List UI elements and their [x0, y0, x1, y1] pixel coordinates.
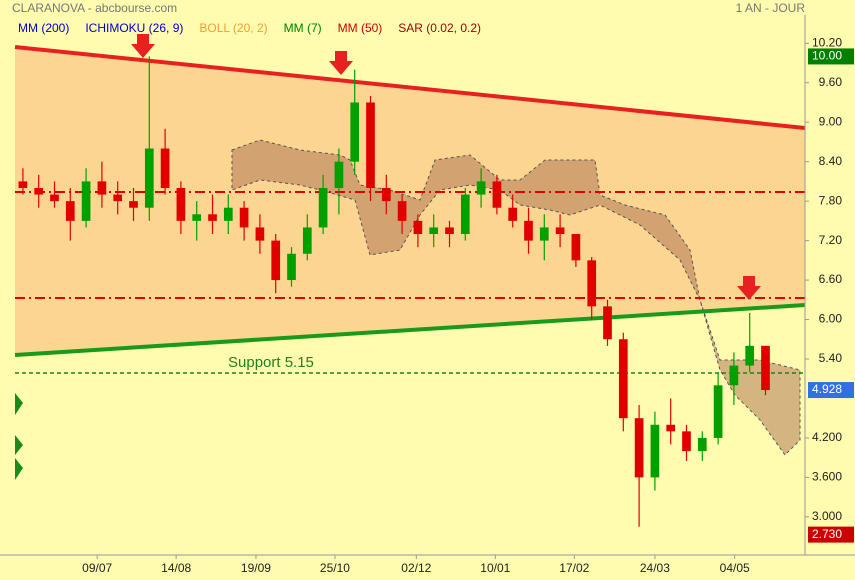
timeframe: 1 AN - JOUR [736, 1, 806, 15]
candle-body [208, 214, 217, 221]
x-tick-label: 10/01 [480, 561, 510, 575]
y-tick-label: 6.00 [819, 312, 843, 326]
candle-body [239, 207, 249, 228]
y-tick-label: 4.200 [812, 430, 842, 444]
y-tick-label: 9.00 [819, 114, 843, 128]
y-tick-label: 7.80 [819, 193, 843, 207]
candle-body [34, 187, 44, 195]
candle-body [381, 187, 391, 202]
x-tick-label: 14/08 [161, 561, 191, 575]
candle-body [413, 220, 423, 235]
x-tick-label: 24/03 [640, 561, 670, 575]
price-tag [808, 526, 854, 543]
candle-body [50, 194, 59, 202]
trend-line [14, 45, 806, 130]
y-tick-label: 7.20 [819, 233, 843, 247]
candle-body [65, 201, 75, 221]
candle-body [255, 227, 265, 241]
candle-body [192, 214, 202, 221]
candle-body [587, 260, 597, 307]
candle-body [318, 187, 328, 228]
price-tag-label: 4.928 [812, 382, 842, 396]
arrow [737, 276, 761, 300]
arrow [15, 435, 23, 455]
y-tick-label: 5.40 [819, 351, 843, 365]
candle-body [761, 345, 770, 391]
candle-body [350, 102, 360, 162]
x-tick-label: 25/10 [320, 561, 350, 575]
candle-body [476, 181, 486, 195]
arrow [131, 34, 155, 58]
legend-entry: SAR (0.02, 0.2) [398, 21, 481, 35]
legend-entry: BOLL (20, 2) [199, 21, 267, 35]
candle-body [113, 194, 123, 202]
arrow [15, 458, 23, 480]
candle-body [508, 207, 518, 221]
candle-body [603, 306, 612, 340]
y-tick-label: 6.60 [819, 272, 843, 286]
support-label: Support 5.15 [228, 354, 314, 371]
y-tick-label: 9.60 [819, 75, 843, 89]
candle-body [81, 181, 91, 221]
candle-body [650, 424, 660, 478]
legend-entry: MM (200) [18, 21, 69, 35]
candle-body [697, 437, 707, 452]
candle-body [539, 227, 549, 241]
candle-body [745, 345, 755, 366]
candle-body [287, 253, 296, 281]
candle-body [429, 227, 439, 235]
trend-line [14, 303, 806, 357]
candle-body [524, 220, 533, 241]
candle-body [460, 194, 470, 235]
y-tick-label: 8.40 [819, 154, 843, 168]
candle-body [271, 240, 281, 281]
candle-body [666, 424, 676, 432]
x-tick-label: 17/02 [559, 561, 589, 575]
candle-body [144, 148, 154, 208]
y-tick-label: 3.600 [812, 470, 842, 484]
candle-body [18, 181, 28, 188]
x-tick-label: 19/09 [241, 561, 271, 575]
x-tick-label: 04/05 [720, 561, 750, 575]
candle-body [302, 227, 312, 254]
candle-body [366, 102, 375, 188]
candle-body [634, 418, 644, 478]
y-tick-label: 10.20 [812, 35, 842, 49]
candle-body [492, 181, 502, 208]
candle-body [729, 365, 739, 386]
ichimoku-cloud [231, 139, 801, 456]
candle-body [713, 385, 723, 438]
x-tick-label: 02/12 [401, 561, 431, 575]
y-tick-label: 3.000 [812, 509, 842, 523]
candle-body [160, 148, 170, 188]
chart-title: CLARANOVA - abcbourse.com [12, 1, 177, 15]
candle-body [682, 431, 691, 452]
candle-body [176, 187, 186, 221]
price-tag [808, 382, 854, 399]
candle-body [571, 234, 581, 261]
price-tag-label: 2.730 [812, 527, 842, 541]
price-tag [808, 48, 854, 65]
legend-entry: MM (50) [338, 21, 383, 35]
candle-body [129, 201, 138, 208]
arrow [15, 393, 23, 415]
candle-body [555, 227, 565, 235]
candle-body [97, 181, 107, 195]
price-tag-label: 10.00 [812, 49, 842, 63]
arrow [329, 51, 353, 75]
legend-entry: MM (7) [284, 21, 322, 35]
candle-body [334, 161, 344, 188]
candle-body [223, 207, 233, 221]
candle-body [618, 339, 628, 419]
legend-entry: ICHIMOKU (26, 9) [85, 21, 183, 35]
candle-body [397, 201, 407, 221]
candle-body [445, 227, 454, 235]
x-tick-label: 09/07 [82, 561, 112, 575]
